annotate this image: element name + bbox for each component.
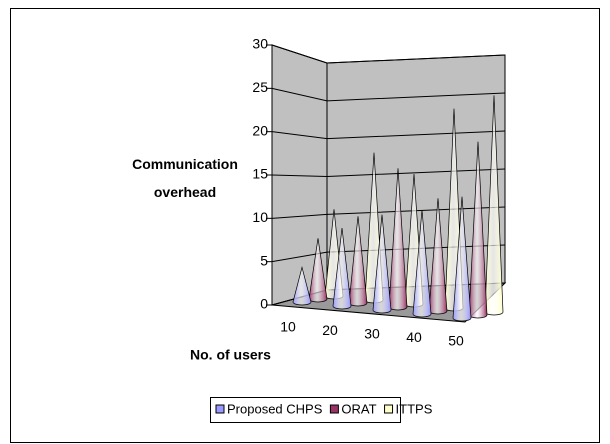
y-tick-label: 10 bbox=[252, 209, 268, 225]
x-tick-label: 50 bbox=[448, 333, 464, 349]
y-axis-label: Communication overhead bbox=[132, 156, 238, 200]
y-tick-label: 25 bbox=[252, 79, 268, 95]
grid-line bbox=[271, 206, 506, 219]
grid-line bbox=[271, 168, 506, 178]
x-axis-label: No. of users bbox=[190, 347, 271, 363]
grid-line bbox=[271, 130, 506, 140]
y-tick-label: 20 bbox=[252, 122, 268, 138]
legend-swatch bbox=[384, 404, 394, 414]
legend-label: ITTPS bbox=[396, 401, 433, 416]
x-tick-label: 20 bbox=[322, 322, 338, 338]
cone bbox=[452, 196, 472, 322]
x-tick-label: 40 bbox=[406, 329, 422, 345]
legend-box bbox=[210, 397, 401, 423]
y-tick-label: 30 bbox=[252, 36, 268, 52]
y-tick-label: 5 bbox=[260, 252, 268, 268]
cone bbox=[372, 214, 392, 314]
legend-label: ORAT bbox=[341, 401, 376, 416]
legend-swatch bbox=[329, 404, 339, 414]
y-tick-label: 0 bbox=[260, 296, 268, 312]
grid-line bbox=[271, 244, 506, 263]
cone bbox=[332, 227, 352, 310]
cone bbox=[292, 265, 312, 306]
legend-swatch bbox=[215, 404, 225, 414]
x-tick-label: 10 bbox=[280, 319, 296, 335]
cone bbox=[412, 209, 432, 318]
grid-line bbox=[271, 87, 506, 102]
chart-border bbox=[10, 8, 600, 443]
x-tick-label: 30 bbox=[364, 326, 380, 342]
grid-line bbox=[271, 44, 506, 64]
legend-label: Proposed CHPS bbox=[227, 401, 323, 416]
y-tick-label: 15 bbox=[252, 166, 268, 182]
